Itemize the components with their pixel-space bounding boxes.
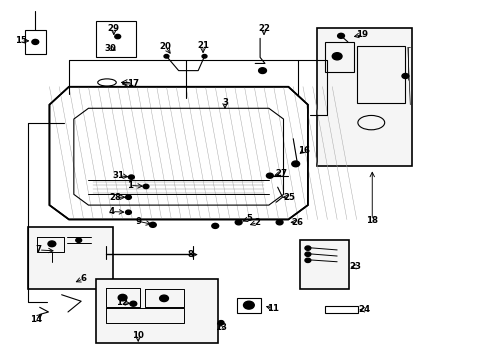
Circle shape: [211, 224, 218, 228]
Circle shape: [266, 173, 273, 178]
Text: 20: 20: [159, 42, 171, 51]
Text: 10: 10: [132, 332, 144, 341]
Circle shape: [291, 161, 299, 167]
Text: 15: 15: [15, 36, 27, 45]
Text: 11: 11: [266, 304, 278, 313]
Text: 27: 27: [274, 169, 286, 178]
Text: 19: 19: [356, 30, 368, 39]
Bar: [96, 279, 217, 343]
Polygon shape: [49, 87, 307, 220]
Text: 17: 17: [127, 80, 139, 89]
Text: 6: 6: [81, 274, 86, 283]
Circle shape: [305, 246, 310, 250]
Circle shape: [235, 220, 242, 225]
Text: 23: 23: [349, 262, 361, 271]
Text: 3: 3: [222, 98, 227, 107]
Circle shape: [276, 220, 283, 225]
Text: 26: 26: [290, 218, 303, 227]
Circle shape: [218, 320, 224, 325]
Circle shape: [115, 35, 121, 39]
Circle shape: [159, 295, 168, 302]
Circle shape: [48, 241, 56, 247]
Text: 28: 28: [109, 193, 121, 202]
Bar: [27, 226, 113, 289]
Bar: [325, 306, 357, 313]
Circle shape: [125, 210, 131, 215]
Circle shape: [305, 258, 310, 262]
Text: 4: 4: [109, 207, 115, 216]
Circle shape: [202, 54, 206, 58]
Text: 8: 8: [187, 250, 193, 259]
Circle shape: [118, 294, 127, 301]
Text: 25: 25: [283, 193, 295, 202]
Bar: [299, 240, 348, 289]
Text: 12: 12: [115, 298, 127, 307]
Text: 14: 14: [30, 315, 42, 324]
Text: 2: 2: [254, 218, 260, 227]
Text: 9: 9: [135, 217, 141, 226]
Bar: [96, 22, 136, 57]
Text: 1: 1: [127, 181, 133, 190]
Text: 5: 5: [246, 214, 252, 223]
Circle shape: [32, 40, 39, 44]
Circle shape: [243, 301, 254, 309]
Text: 31: 31: [112, 171, 124, 180]
Text: 30: 30: [104, 44, 116, 53]
Circle shape: [128, 175, 134, 179]
Circle shape: [337, 33, 344, 39]
Text: 18: 18: [366, 216, 378, 225]
Circle shape: [401, 73, 408, 78]
Text: 29: 29: [107, 24, 120, 33]
Circle shape: [149, 222, 156, 227]
Circle shape: [76, 238, 81, 242]
Circle shape: [143, 184, 149, 189]
Circle shape: [305, 252, 310, 256]
Circle shape: [163, 54, 168, 58]
Bar: [316, 28, 411, 166]
Text: 16: 16: [297, 146, 309, 155]
Bar: [25, 30, 45, 54]
Circle shape: [258, 68, 266, 73]
Circle shape: [125, 195, 131, 199]
Text: 22: 22: [258, 24, 269, 33]
Text: 21: 21: [197, 41, 209, 50]
Circle shape: [331, 53, 341, 60]
Bar: [237, 298, 260, 313]
Text: 13: 13: [215, 323, 226, 332]
Circle shape: [130, 301, 137, 306]
Text: 24: 24: [357, 305, 369, 314]
Text: 7: 7: [36, 246, 41, 255]
